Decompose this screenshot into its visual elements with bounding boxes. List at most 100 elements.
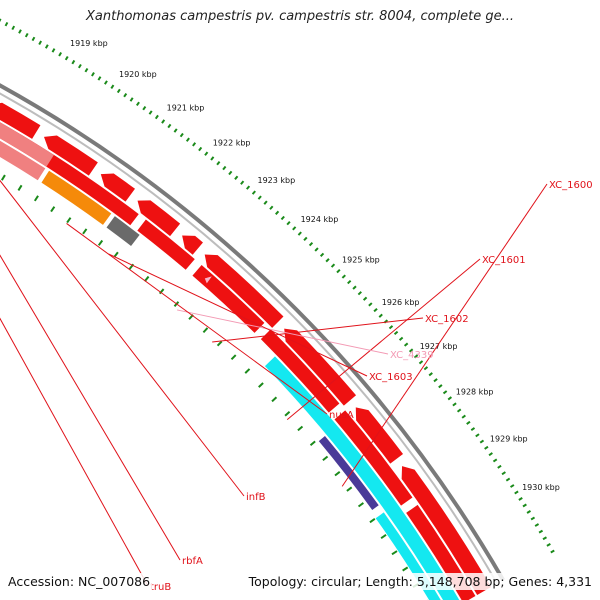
inner-scale-tick — [402, 566, 409, 572]
scale-dot — [104, 80, 108, 85]
scale-dot — [423, 366, 429, 371]
scale-dot — [185, 137, 190, 142]
cds-forward-block — [182, 235, 203, 255]
gene-label-text: rbfA — [182, 556, 203, 567]
scale-dot — [447, 396, 453, 401]
scale-tick-label: 1919 kbp — [70, 39, 108, 48]
scale-dot — [336, 268, 341, 274]
gene-label-text: XC_1601 — [482, 255, 526, 266]
cds-block — [137, 219, 195, 270]
inner-scale-tick — [216, 340, 223, 347]
scale-tick-label: 1922 kbp — [213, 139, 251, 148]
scale-ruler: 1919 kbp 1920 kbp 1921 kbp 1922 kbp 1923 kbp… — [0, 18, 560, 600]
backbone-inner-arc — [0, 92, 498, 585]
scale-dot — [413, 354, 419, 359]
scale-dot — [341, 274, 346, 279]
scale-dot — [269, 205, 274, 210]
scale-dot — [275, 210, 280, 215]
scale-dot — [501, 471, 506, 476]
inner-scale-tick — [244, 368, 251, 374]
scale-dot — [550, 549, 555, 554]
cds-dark-block — [106, 216, 140, 246]
inner-scale-tick — [309, 440, 316, 447]
scale-dot — [64, 55, 69, 61]
gene-label-leader — [66, 223, 328, 415]
scale-dot — [408, 348, 414, 353]
inner-scale-tick — [50, 206, 56, 213]
scale-dot — [136, 101, 140, 107]
scale-dot — [308, 242, 314, 247]
scale-dot — [142, 105, 147, 111]
scale-dot — [518, 497, 523, 501]
scale-dot — [428, 372, 433, 377]
scale-dot — [31, 36, 36, 42]
scale-dot — [116, 88, 121, 94]
cds-pink-marker — [204, 276, 212, 284]
scale-dot — [433, 378, 438, 383]
scale-dot — [347, 279, 352, 285]
cds-forward-block — [0, 102, 41, 139]
scale-dot — [44, 44, 49, 49]
scale-dot — [204, 151, 209, 156]
scale-dot — [4, 21, 9, 27]
inner-scale-tick — [322, 455, 329, 462]
scale-dot — [297, 231, 302, 236]
scale-dot — [234, 175, 239, 180]
scale-dot — [192, 142, 197, 147]
scale-dot — [110, 84, 115, 89]
scale-dot — [522, 503, 527, 508]
gene-label-text: XC_1600 — [549, 180, 593, 191]
scale-dot — [222, 165, 227, 171]
scale-dot — [470, 427, 476, 432]
scale-dot — [526, 510, 532, 514]
scale-dot — [456, 408, 462, 413]
scale-dot — [58, 52, 63, 57]
scale-dot — [438, 384, 443, 389]
cds-forward-block — [204, 254, 284, 328]
scale-dot — [216, 161, 221, 166]
scale-dot — [538, 529, 544, 534]
cds-forward-block — [137, 200, 181, 237]
scale-dot — [148, 110, 153, 115]
scale-dot — [418, 360, 424, 365]
scale-dot — [292, 226, 297, 231]
scale-dot — [530, 516, 536, 521]
scale-dot — [362, 296, 368, 301]
scale-dot — [475, 433, 480, 438]
cds-cyan-block — [264, 356, 460, 600]
inner-scale-tick — [284, 411, 291, 417]
scale-dot — [0, 18, 2, 23]
gene-label-leader — [212, 317, 424, 343]
cds-light-block — [0, 122, 54, 167]
scale-tick-label: 1923 kbp — [257, 176, 295, 185]
gene-label-text: truB — [150, 582, 171, 593]
scale-dot — [91, 72, 95, 77]
scale-dot — [97, 76, 102, 81]
gene-label-leader — [341, 183, 548, 487]
accession-label: Accession: NC_007086 — [6, 573, 153, 590]
inner-scale-tick — [369, 517, 376, 524]
scale-dot — [542, 536, 547, 541]
inner-scale-tick — [346, 486, 353, 492]
scale-dot — [154, 114, 159, 120]
backbone-arc — [0, 83, 505, 582]
inner-scale-tick — [357, 502, 364, 508]
inner-scale-tick — [258, 382, 264, 388]
scale-dot — [319, 252, 325, 257]
gene-label-text: XC_4339 — [390, 350, 434, 361]
scale-dot — [466, 420, 471, 425]
scale-dot — [263, 200, 268, 205]
cds-light-block — [0, 140, 46, 181]
scale-tick-label: 1920 kbp — [119, 70, 157, 79]
scale-dot — [488, 452, 493, 457]
cds-forward-block — [284, 328, 357, 406]
inner-scale-tick — [17, 184, 23, 191]
gene-label-leader — [176, 309, 389, 355]
inner-scale-tick — [271, 396, 278, 403]
scale-dot — [492, 458, 498, 463]
scale-dot — [452, 402, 457, 407]
scale-dot — [314, 247, 319, 252]
cds-forward-block — [43, 135, 98, 176]
